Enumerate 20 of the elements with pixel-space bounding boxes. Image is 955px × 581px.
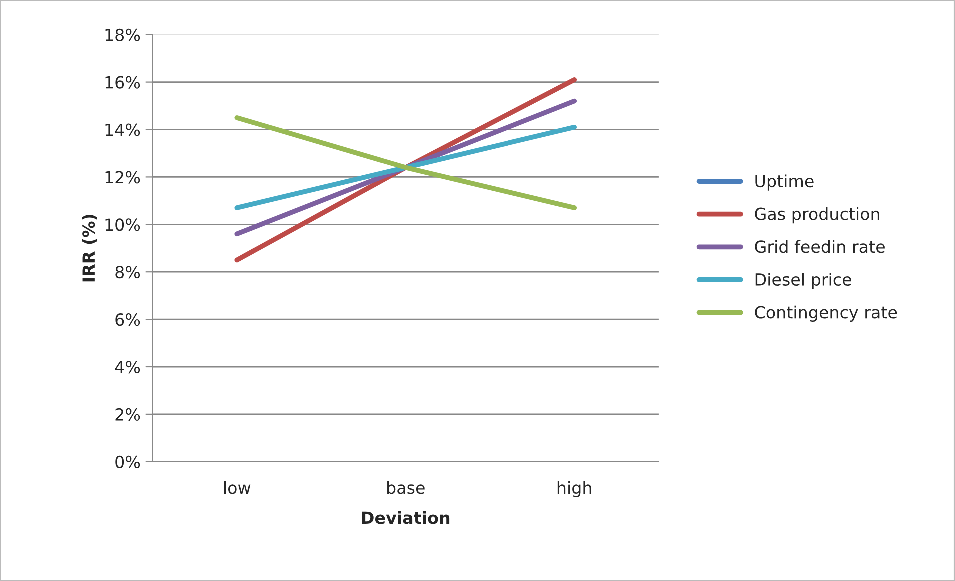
y-tick-label: 12%: [106, 171, 140, 184]
legend-label: Contingency rate: [755, 306, 898, 322]
y-tick-label: 8%: [116, 266, 140, 279]
y-tick-label: 16%: [106, 76, 140, 89]
x-tick-label: high: [558, 481, 592, 498]
x-tick-label: base: [388, 481, 425, 494]
legend-label: Grid feedin rate: [755, 240, 885, 254]
y-tick-label: 10%: [106, 218, 140, 232]
y-tick-label: 0%: [116, 456, 140, 468]
y-axis-title: IRR (%): [82, 215, 98, 282]
y-tick-label: 18%: [106, 28, 140, 42]
legend-label: Gas production: [755, 208, 880, 224]
x-tick-label: low: [224, 481, 251, 494]
y-tick-label: 14%: [106, 124, 140, 136]
y-tick-label: 4%: [115, 360, 140, 374]
legend-label: Uptime: [756, 174, 814, 191]
legend-label: Diesel price: [756, 273, 852, 290]
y-tick-label: 2%: [116, 408, 140, 422]
y-tick-label: 6%: [116, 314, 140, 326]
x-axis-title: Deviation: [362, 511, 450, 524]
